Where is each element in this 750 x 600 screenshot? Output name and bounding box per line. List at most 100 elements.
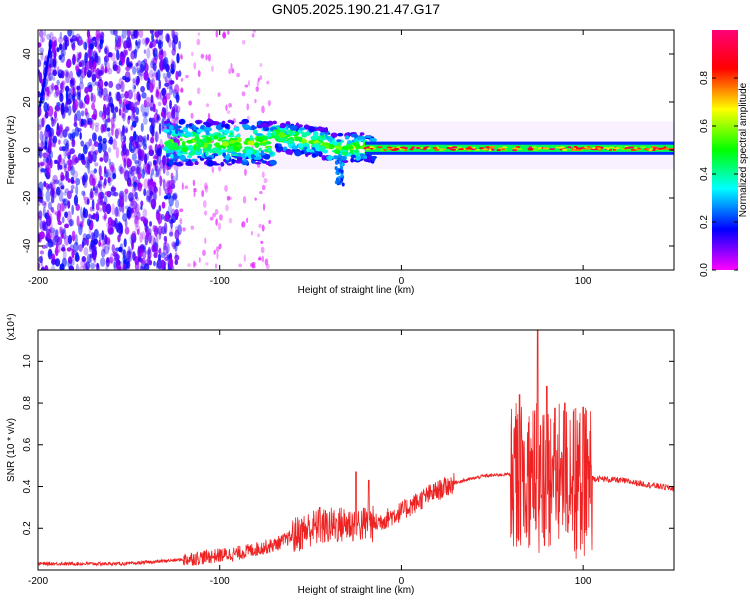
spectrogram-cell — [120, 51, 124, 58]
spectrogram-cell — [41, 265, 45, 270]
spectrogram-cell — [188, 100, 192, 106]
spectrogram-cell — [100, 257, 106, 267]
spectrogram-cell — [133, 30, 138, 38]
spectrogram-cell — [158, 205, 162, 212]
spectrogram-cell — [61, 80, 66, 86]
spectrogram-cell — [516, 148, 523, 151]
spectrogram-cell — [256, 150, 260, 157]
spectrogram-cell — [80, 259, 85, 268]
spectrogram-cell — [81, 159, 86, 165]
spectrogram-cell — [320, 127, 325, 131]
spectrogram-cell — [376, 146, 383, 149]
spectrogram-cell — [663, 146, 667, 149]
spectrogram-cell — [238, 263, 243, 268]
spectrogram-cell — [202, 137, 207, 143]
spectrogram-cell — [71, 230, 76, 242]
spectrogram-cell — [93, 168, 98, 174]
spectrogram-cell — [38, 262, 41, 269]
spectrogram-cell — [110, 116, 115, 127]
spectrogram-cell — [154, 173, 158, 178]
spectrogram-cell — [251, 33, 255, 38]
spectrogram-cell — [103, 55, 110, 63]
y-tick-label: 0 — [22, 147, 33, 153]
spectrogram-cell — [138, 69, 144, 77]
spectrogram-cell — [115, 223, 120, 233]
spectrogram-cell — [116, 49, 120, 61]
spectrogram-cell — [103, 166, 107, 175]
spectrogram-cell — [107, 228, 114, 234]
spectrogram-cell — [205, 130, 210, 136]
spectrogram-cell — [192, 125, 197, 131]
spectrogram-cell — [71, 128, 76, 141]
spectrogram-cell — [53, 118, 57, 124]
spectrogram-cell — [164, 212, 170, 222]
spectrogram-cell — [86, 30, 91, 39]
spectrogram-cell — [61, 244, 66, 252]
spectrogram-cell — [69, 218, 73, 227]
spectrogram-cell — [114, 128, 119, 139]
spectrogram-cell — [261, 105, 265, 114]
spectrogram-cell — [62, 159, 66, 165]
spectrogram-cell — [74, 177, 81, 186]
spectrogram-cell — [359, 132, 365, 136]
spectrogram-cell — [74, 157, 79, 164]
colorbar-gradient — [712, 30, 738, 270]
spectrogram-cell — [75, 251, 79, 262]
spectrogram-cell — [163, 120, 169, 124]
spectrogram-cell — [501, 146, 508, 149]
spectrogram-cell — [179, 240, 182, 245]
spectrogram-cell — [38, 198, 41, 207]
spectrogram-cell — [121, 124, 125, 137]
spectrogram-cell — [218, 166, 222, 172]
spectrogram-cell — [396, 146, 400, 149]
spectrogram-cell — [59, 202, 65, 212]
spectrogram-cell — [230, 120, 235, 125]
spectrogram-cell — [386, 146, 392, 149]
spectrogram-cell — [287, 129, 291, 135]
spectrogram-cell — [118, 246, 123, 253]
colorbar-tick-label: 0.4 — [699, 167, 710, 181]
spectrogram-cell — [629, 149, 637, 152]
spectrogram-cell — [108, 158, 112, 166]
spectrogram-cell — [155, 235, 159, 247]
spectrogram-cell — [51, 138, 56, 143]
spectrogram-cell — [168, 257, 174, 269]
spectrogram-cell — [289, 136, 293, 140]
spectrogram-cell — [155, 227, 160, 235]
spectrogram-cell — [60, 184, 65, 190]
spectrogram-cell — [645, 147, 650, 150]
spectrogram-cell — [174, 36, 178, 45]
spectrogram-cell — [110, 186, 117, 192]
spectrogram-cell — [420, 147, 424, 150]
spectrogram-cell — [548, 148, 556, 151]
spectrogram-cell — [267, 99, 272, 107]
spectrogram-cell — [135, 206, 139, 214]
spectrogram-cell — [169, 149, 175, 153]
spectrogram-cell — [42, 221, 48, 232]
spectrogram-cell — [95, 202, 100, 211]
spectrogram-cell — [70, 84, 74, 95]
spectrogram-cell — [233, 127, 240, 131]
spectrogram-cell — [151, 168, 155, 176]
spectrogram-cell — [112, 138, 117, 151]
spectrogram-cell — [154, 186, 157, 192]
spectrogram-cell — [119, 195, 125, 208]
spectrogram-cell — [66, 247, 72, 252]
spectrogram-cell — [132, 81, 136, 93]
spectrogram-cell — [531, 146, 538, 149]
spectrogram-cell — [141, 37, 146, 45]
spectrogram-cell — [133, 101, 138, 110]
spectrogram-cell — [102, 243, 106, 253]
spectrogram-cell — [77, 72, 81, 79]
spectrogram-cell — [77, 128, 82, 133]
spectrogram-cell — [56, 47, 60, 53]
spectrogram-cell — [64, 126, 70, 132]
spectrogram-cell — [155, 91, 162, 100]
spectrogram-cell — [146, 101, 151, 108]
spectrogram-cell — [131, 146, 137, 151]
spectrogram-cell — [90, 92, 94, 102]
spectrogram-cell — [137, 135, 143, 143]
spectrogram-cell — [612, 147, 620, 150]
spectrogram-cell — [149, 235, 155, 246]
spectrogram-cell — [196, 87, 201, 95]
